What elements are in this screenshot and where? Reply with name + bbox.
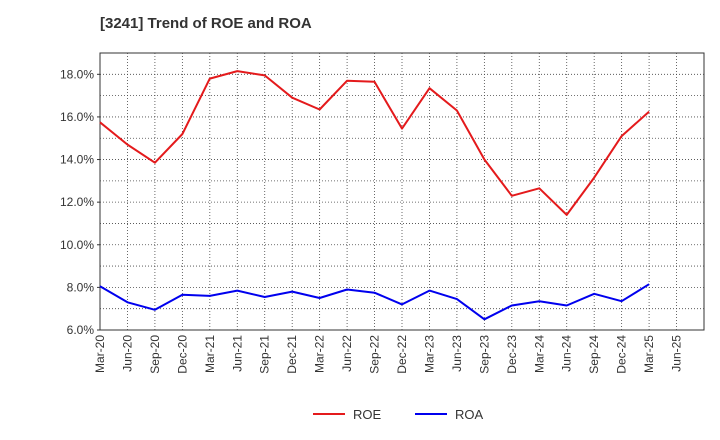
x-tick-label: Dec-24 (615, 335, 629, 374)
x-tick-label: Jun-25 (670, 335, 684, 372)
y-tick-label: 12.0% (60, 195, 94, 209)
legend-label-roa: ROA (455, 407, 484, 422)
x-tick-label: Dec-20 (175, 335, 189, 374)
y-tick-label: 14.0% (60, 153, 94, 167)
x-tick-label: Jun-20 (120, 335, 134, 372)
x-tick-label: Jun-22 (340, 335, 354, 372)
y-tick-label: 18.0% (60, 67, 94, 81)
x-tick-label: Dec-21 (285, 335, 299, 374)
x-tick-label: Sep-20 (148, 335, 162, 374)
chart-title: [3241] Trend of ROE and ROA (100, 15, 312, 32)
series-line-roa (99, 283, 650, 321)
x-tick-label: Mar-24 (532, 335, 546, 373)
y-tick-label: 8.0% (67, 280, 95, 294)
x-tick-label: Sep-21 (258, 335, 272, 374)
x-tick-label: Jun-24 (560, 335, 574, 372)
y-tick-label: 10.0% (60, 238, 94, 252)
legend-label-roe: ROE (353, 407, 382, 422)
x-tick-label: Dec-23 (505, 335, 519, 374)
y-tick-label: 16.0% (60, 110, 94, 124)
x-tick-label: Sep-24 (587, 335, 601, 374)
y-tick-label: 6.0% (67, 323, 95, 337)
series-line-roe (99, 70, 650, 216)
x-tick-label: Mar-25 (642, 335, 656, 373)
x-tick-label: Sep-23 (477, 335, 491, 374)
x-tick-label: Mar-22 (313, 335, 327, 373)
x-tick-label: Jun-23 (450, 335, 464, 372)
x-tick-label: Sep-22 (368, 335, 382, 374)
x-tick-label: Mar-20 (93, 335, 107, 373)
x-tick-label: Mar-21 (203, 335, 217, 373)
x-tick-label: Jun-21 (230, 335, 244, 372)
x-tick-label: Mar-23 (422, 335, 436, 373)
x-tick-label: Dec-22 (395, 335, 409, 374)
